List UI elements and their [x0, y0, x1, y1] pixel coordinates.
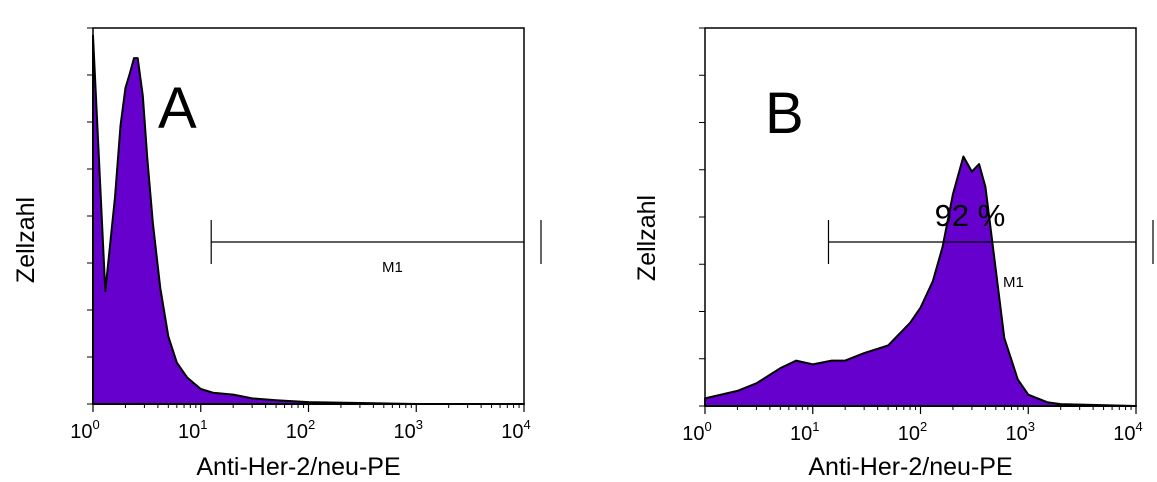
panel-b-gate-label: M1: [1003, 274, 1024, 291]
panel-b-x-tick-label: 101: [790, 419, 819, 445]
panel-a-letter: A: [158, 76, 197, 141]
panel-a-x-tick-label: 104: [501, 417, 530, 443]
panel-a-histogram: [92, 34, 525, 405]
panel-a-y-axis-title: Zellzahl: [12, 197, 40, 283]
panel-b-x-tick-label: 100: [682, 419, 711, 445]
panel-b-y-axis-title: Zellzahl: [633, 195, 661, 281]
panel-b-histogram: [704, 155, 1137, 407]
panel-a: 100 101 102 103 104 Anti-Her-2/neu-PE Zellzahl…: [12, 27, 542, 481]
panel-b-x-axis-title: Anti-Her-2/neu-PE: [808, 453, 1012, 481]
panel-a-gate-label: M1: [382, 259, 403, 276]
panel-a-x-tick-label: 103: [394, 417, 423, 443]
panel-b-annotation: 92 %: [935, 198, 1006, 233]
panel-b-letter: B: [765, 81, 804, 146]
panel-b-x-tick-label: 102: [898, 419, 927, 445]
panel-b-x-tick-label: 103: [1006, 419, 1035, 445]
panel-b: 100 101 102 103 104 Anti-Her-2/neu-PE Zellzahl…: [633, 27, 1154, 481]
panel-a-x-tick-label: 100: [70, 417, 99, 443]
panel-a-x-tick-label: 101: [178, 417, 207, 443]
panel-a-x-axis-title: Anti-Her-2/neu-PE: [196, 453, 400, 481]
panel-a-x-tick-label: 102: [286, 417, 315, 443]
panel-b-x-tick-label: 104: [1113, 419, 1142, 445]
